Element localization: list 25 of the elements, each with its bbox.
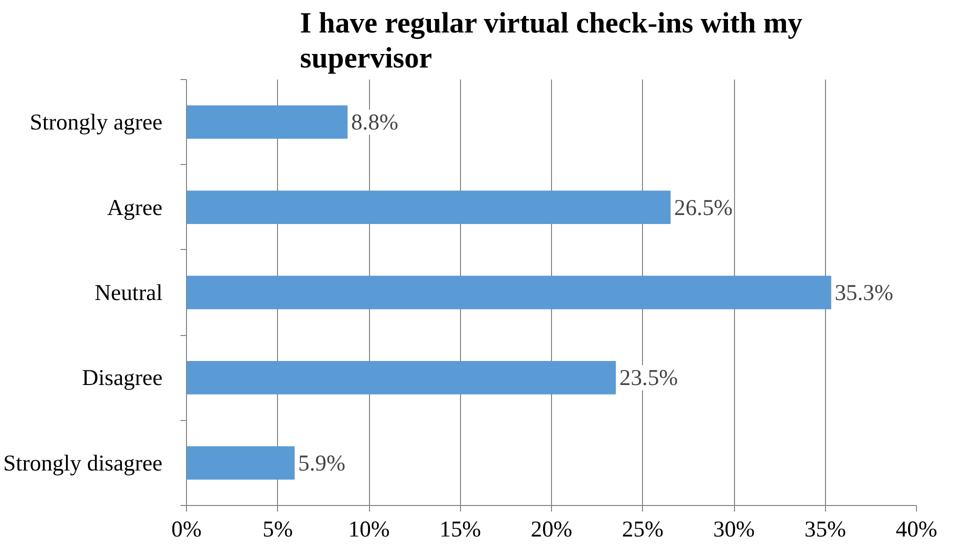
data-label: 5.9% bbox=[298, 450, 346, 476]
bar bbox=[186, 105, 348, 139]
bar bbox=[186, 446, 295, 480]
x-tick-label: 30% bbox=[713, 516, 755, 542]
x-tick-label: 25% bbox=[622, 516, 664, 542]
y-tick-label: Strongly agree bbox=[30, 110, 163, 135]
x-tick-label: 20% bbox=[530, 516, 572, 542]
chart-title: I have regular virtual check-ins with my supervisor bbox=[300, 7, 803, 74]
data-label: 35.3% bbox=[834, 280, 894, 305]
data-label: 26.5% bbox=[674, 194, 733, 220]
x-tick-label: 15% bbox=[439, 516, 482, 542]
bar bbox=[186, 361, 616, 394]
y-tick-label: Neutral bbox=[94, 280, 162, 305]
x-tick-label: 0% bbox=[171, 516, 202, 542]
data-label: 8.8% bbox=[351, 110, 398, 135]
x-tick-label: 35% bbox=[804, 516, 846, 542]
bar bbox=[186, 190, 671, 224]
y-tick-label: Agree bbox=[107, 194, 163, 220]
y-tick-label: Strongly disagree bbox=[3, 450, 163, 476]
bar bbox=[186, 276, 832, 310]
data-label: 23.5% bbox=[619, 365, 678, 390]
x-tick-label: 5% bbox=[262, 516, 293, 542]
y-tick-label: Disagree bbox=[82, 365, 162, 390]
x-tick-label: 40% bbox=[896, 516, 938, 542]
x-tick-label: 10% bbox=[348, 516, 390, 542]
